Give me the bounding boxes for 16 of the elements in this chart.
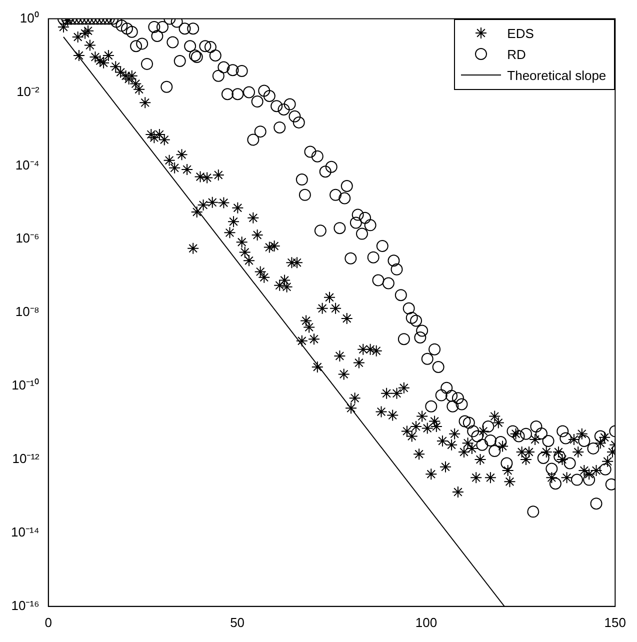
legend-label: RD — [507, 46, 526, 62]
legend-label: Theoretical slope — [507, 68, 606, 83]
y-tick-label: 10⁻⁶ — [16, 230, 40, 246]
x-tick-label: 0 — [44, 614, 52, 630]
y-tick-label: 10⁰ — [20, 10, 40, 26]
y-tick-label: 10⁻⁸ — [15, 304, 40, 320]
y-tick-label: 10⁻¹⁴ — [11, 524, 40, 540]
x-tick-label: 150 — [604, 614, 626, 630]
legend-label: EDS — [507, 26, 534, 41]
y-tick-label: 10⁻⁴ — [15, 157, 40, 172]
x-tick-label: 100 — [415, 614, 438, 630]
y-tick-label: 10⁻¹⁰ — [12, 378, 40, 393]
y-tick-label: 10⁻¹⁶ — [11, 598, 40, 613]
y-tick-label: 10⁻¹² — [12, 451, 40, 466]
y-tick-label: 10⁻² — [16, 84, 40, 99]
x-tick-label: 50 — [230, 614, 245, 630]
